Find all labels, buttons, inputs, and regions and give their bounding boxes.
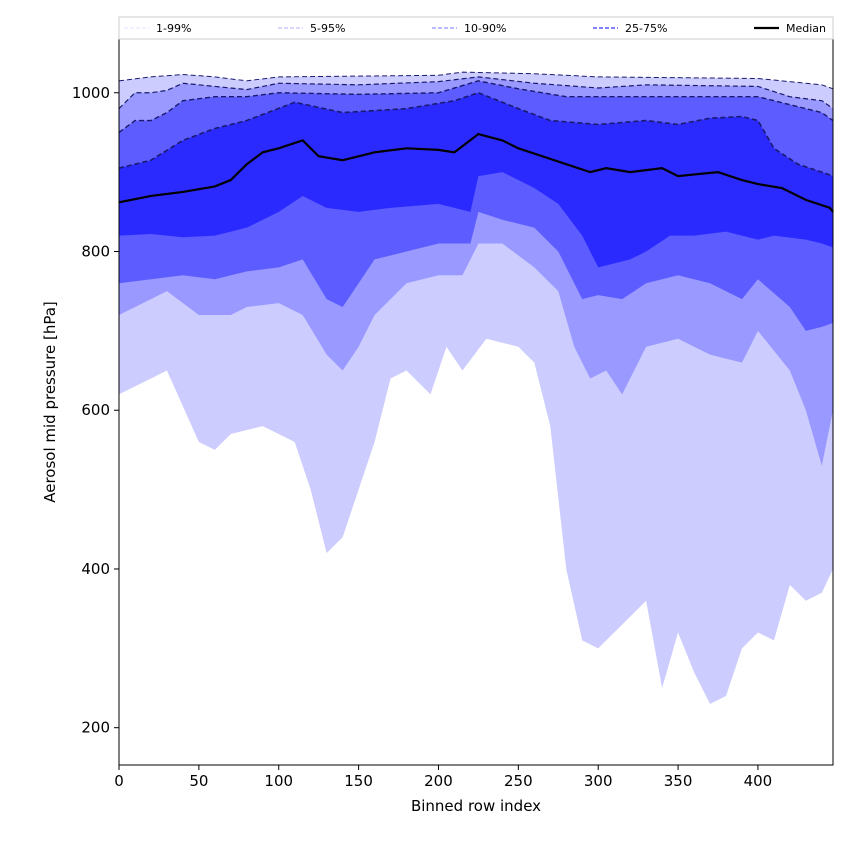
legend-label: Median [786,22,826,35]
line-p95 [118,76,834,110]
y-tick-label: 1000 [72,84,110,102]
x-tick-label: 150 [344,772,373,790]
y-axis-label: Aerosol mid pressure [hPa] [41,301,59,503]
percentile-lines [118,71,834,213]
band-25-75pct [119,92,833,268]
y-tick-label: 200 [81,719,110,737]
x-tick-label: 250 [504,772,533,790]
percentile-bands [119,72,833,704]
x-axis: 0 50 100 150 200 250 300 350 400 [114,765,772,790]
legend: 1-99% 5-95% 10-90% 25-75% Median [118,16,834,40]
x-tick-label: 350 [664,772,693,790]
legend-label: 10-90% [464,22,506,35]
x-tick-label: 100 [264,772,293,790]
legend-label: 5-95% [310,22,345,35]
y-axis: 200 400 600 800 1000 [72,84,119,737]
x-tick-label: 0 [114,772,124,790]
y-tick-label: 400 [81,560,110,578]
x-tick-label: 200 [424,772,453,790]
line-median [118,132,834,213]
legend-label: 25-75% [625,22,667,35]
line-p90 [118,80,834,134]
x-tick-label: 50 [189,772,208,790]
legend-label: 1-99% [156,22,191,35]
line-p99 [118,71,834,90]
x-tick-label: 300 [584,772,613,790]
y-tick-label: 800 [81,242,110,260]
x-tick-label: 400 [744,772,773,790]
y-tick-label: 600 [81,401,110,419]
line-p75 [118,91,834,177]
legend-box [118,16,834,40]
x-axis-label: Binned row index [411,797,541,815]
